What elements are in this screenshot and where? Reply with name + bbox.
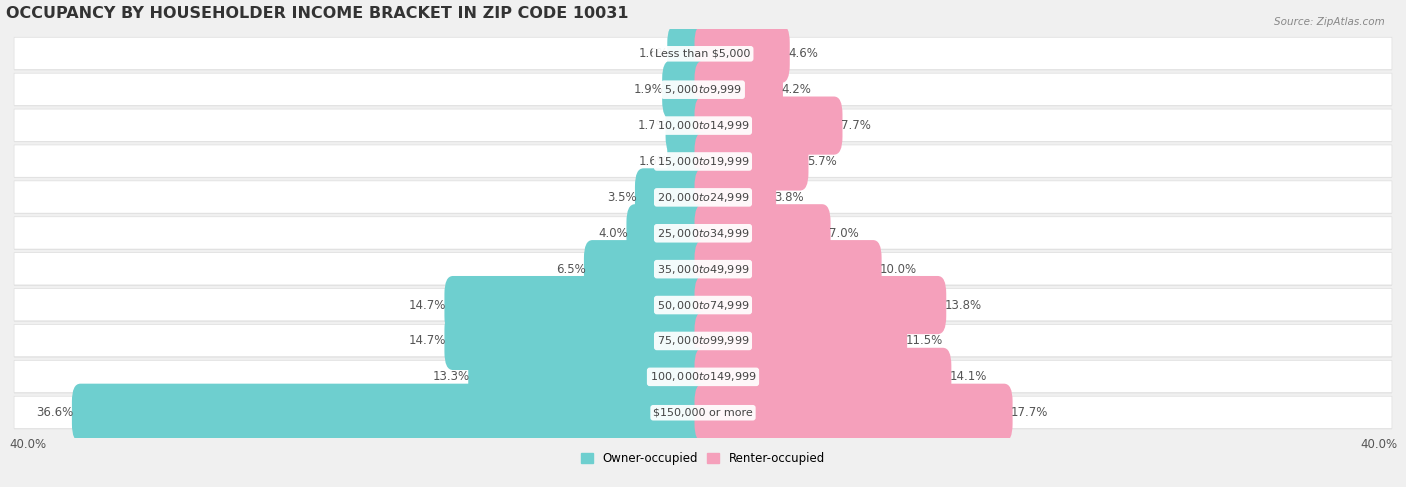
- FancyBboxPatch shape: [14, 253, 1392, 286]
- FancyBboxPatch shape: [14, 396, 1392, 429]
- Text: 7.0%: 7.0%: [830, 227, 859, 240]
- FancyBboxPatch shape: [668, 25, 711, 83]
- Text: 11.5%: 11.5%: [905, 335, 942, 347]
- FancyBboxPatch shape: [14, 253, 1392, 285]
- FancyBboxPatch shape: [14, 181, 1392, 214]
- Text: 40.0%: 40.0%: [1360, 438, 1398, 451]
- Text: $150,000 or more: $150,000 or more: [654, 408, 752, 418]
- FancyBboxPatch shape: [14, 109, 1392, 141]
- FancyBboxPatch shape: [695, 25, 790, 83]
- Text: 17.7%: 17.7%: [1011, 406, 1049, 419]
- Text: 1.6%: 1.6%: [640, 47, 669, 60]
- FancyBboxPatch shape: [14, 109, 1392, 142]
- Text: 14.1%: 14.1%: [949, 370, 987, 383]
- FancyBboxPatch shape: [695, 240, 882, 298]
- Text: 13.3%: 13.3%: [433, 370, 470, 383]
- FancyBboxPatch shape: [583, 240, 711, 298]
- FancyBboxPatch shape: [695, 96, 842, 155]
- FancyBboxPatch shape: [662, 60, 711, 119]
- Text: $75,000 to $99,999: $75,000 to $99,999: [657, 335, 749, 347]
- FancyBboxPatch shape: [14, 145, 1392, 178]
- Text: 14.7%: 14.7%: [409, 299, 446, 312]
- Text: 4.0%: 4.0%: [599, 227, 628, 240]
- Text: OCCUPANCY BY HOUSEHOLDER INCOME BRACKET IN ZIP CODE 10031: OCCUPANCY BY HOUSEHOLDER INCOME BRACKET …: [6, 5, 628, 20]
- Text: 13.8%: 13.8%: [945, 299, 981, 312]
- FancyBboxPatch shape: [72, 384, 711, 442]
- FancyBboxPatch shape: [695, 348, 952, 406]
- FancyBboxPatch shape: [14, 37, 1392, 70]
- FancyBboxPatch shape: [668, 132, 711, 190]
- Text: $5,000 to $9,999: $5,000 to $9,999: [664, 83, 742, 96]
- FancyBboxPatch shape: [695, 204, 831, 262]
- FancyBboxPatch shape: [468, 348, 711, 406]
- FancyBboxPatch shape: [695, 169, 776, 226]
- Text: Less than $5,000: Less than $5,000: [655, 49, 751, 59]
- FancyBboxPatch shape: [695, 276, 946, 334]
- Text: $50,000 to $74,999: $50,000 to $74,999: [657, 299, 749, 312]
- Text: 36.6%: 36.6%: [37, 406, 73, 419]
- Text: 4.6%: 4.6%: [787, 47, 818, 60]
- Text: 7.7%: 7.7%: [841, 119, 870, 132]
- FancyBboxPatch shape: [636, 169, 711, 226]
- FancyBboxPatch shape: [14, 324, 1392, 357]
- Text: 3.5%: 3.5%: [607, 191, 637, 204]
- FancyBboxPatch shape: [695, 384, 1012, 442]
- Text: 5.7%: 5.7%: [807, 155, 837, 168]
- Text: $10,000 to $14,999: $10,000 to $14,999: [657, 119, 749, 132]
- Text: 14.7%: 14.7%: [409, 335, 446, 347]
- FancyBboxPatch shape: [665, 96, 711, 155]
- FancyBboxPatch shape: [14, 324, 1392, 357]
- FancyBboxPatch shape: [695, 132, 808, 190]
- Text: $20,000 to $24,999: $20,000 to $24,999: [657, 191, 749, 204]
- FancyBboxPatch shape: [14, 288, 1392, 321]
- FancyBboxPatch shape: [14, 288, 1392, 321]
- Legend: Owner-occupied, Renter-occupied: Owner-occupied, Renter-occupied: [581, 452, 825, 465]
- FancyBboxPatch shape: [14, 360, 1392, 393]
- FancyBboxPatch shape: [14, 396, 1392, 429]
- FancyBboxPatch shape: [14, 217, 1392, 250]
- Text: 4.2%: 4.2%: [782, 83, 811, 96]
- Text: Source: ZipAtlas.com: Source: ZipAtlas.com: [1274, 17, 1385, 27]
- Text: $25,000 to $34,999: $25,000 to $34,999: [657, 227, 749, 240]
- FancyBboxPatch shape: [444, 312, 711, 370]
- FancyBboxPatch shape: [14, 145, 1392, 177]
- Text: 6.5%: 6.5%: [555, 262, 586, 276]
- FancyBboxPatch shape: [14, 181, 1392, 213]
- Text: 1.7%: 1.7%: [637, 119, 668, 132]
- FancyBboxPatch shape: [14, 73, 1392, 106]
- FancyBboxPatch shape: [14, 73, 1392, 106]
- FancyBboxPatch shape: [14, 217, 1392, 249]
- Text: 10.0%: 10.0%: [880, 262, 917, 276]
- Text: $35,000 to $49,999: $35,000 to $49,999: [657, 262, 749, 276]
- Text: $15,000 to $19,999: $15,000 to $19,999: [657, 155, 749, 168]
- Text: 1.9%: 1.9%: [634, 83, 664, 96]
- Text: 1.6%: 1.6%: [640, 155, 669, 168]
- FancyBboxPatch shape: [14, 360, 1392, 393]
- FancyBboxPatch shape: [14, 37, 1392, 70]
- FancyBboxPatch shape: [695, 312, 907, 370]
- Text: 40.0%: 40.0%: [8, 438, 46, 451]
- Text: $100,000 to $149,999: $100,000 to $149,999: [650, 370, 756, 383]
- FancyBboxPatch shape: [695, 60, 783, 119]
- FancyBboxPatch shape: [627, 204, 711, 262]
- FancyBboxPatch shape: [444, 276, 711, 334]
- Text: 3.8%: 3.8%: [775, 191, 804, 204]
